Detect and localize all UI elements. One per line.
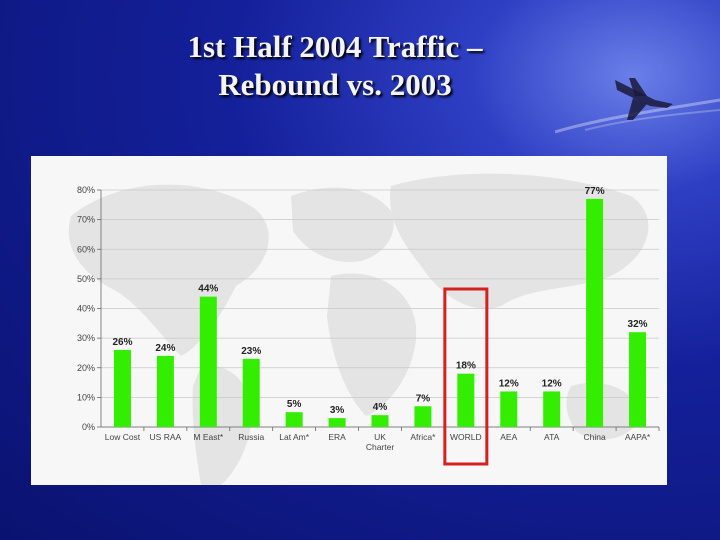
world-highlight-box — [443, 287, 489, 466]
x-tick-label: Lat Am* — [279, 432, 309, 442]
x-tick-label: China — [584, 432, 606, 442]
data-label: 7% — [416, 393, 431, 404]
y-tick-label: 20% — [77, 363, 95, 373]
x-tick-label: US RAA — [150, 432, 182, 442]
bar — [457, 373, 475, 427]
bar — [242, 358, 260, 427]
data-labels: 26% 24% 44% 23% 5% 3% 4% 7% 18% 12% 12% 77% 32% — [112, 186, 647, 416]
highlight-rectangle — [443, 287, 489, 466]
y-tick-label: 30% — [77, 333, 95, 343]
airplane-icon — [555, 78, 720, 134]
y-tick-label: 70% — [77, 215, 95, 225]
slide-title-line-1: 1st Half 2004 Traffic – — [187, 29, 483, 64]
x-tick-label: ERA — [328, 432, 346, 442]
bar — [629, 332, 647, 427]
slide-title: 1st Half 2004 Traffic – Rebound vs. 2003 — [0, 28, 670, 104]
x-tick-label: AAPA* — [625, 432, 651, 442]
data-label: 5% — [287, 399, 302, 410]
x-tick-label: WORLD — [450, 432, 482, 442]
x-tick-label: UK — [374, 432, 386, 442]
bar — [285, 412, 303, 427]
bar — [328, 418, 346, 427]
bar-chart: 0% 10% 20% 30% 40% 50% 60% 70% 80% 26% 24% 44% 23% 5… — [68, 173, 660, 485]
bar — [586, 198, 604, 427]
data-label: 26% — [112, 337, 132, 348]
bar-series — [113, 198, 647, 427]
x-tick-label: AEA — [500, 432, 517, 442]
data-label: 23% — [241, 346, 261, 357]
x-tick-label: Russia — [238, 432, 264, 442]
y-tick-label: 60% — [77, 244, 95, 254]
data-label: 12% — [499, 378, 519, 389]
data-label: 44% — [198, 284, 218, 295]
data-label: 12% — [542, 378, 562, 389]
slide-title-line-2: Rebound vs. 2003 — [218, 67, 452, 102]
data-label: 77% — [585, 186, 605, 197]
data-label: 4% — [373, 402, 388, 413]
bar — [156, 355, 174, 427]
y-tick-label: 50% — [77, 274, 95, 284]
world-map-background — [68, 173, 649, 485]
y-tick-label: 40% — [77, 304, 95, 314]
x-tick-label: M East* — [193, 432, 223, 442]
data-label: 24% — [155, 343, 175, 354]
x-tick-label: Low Cost — [105, 432, 141, 442]
bar — [199, 296, 217, 427]
x-tick-label: ATA — [544, 432, 560, 442]
y-tick-label: 10% — [77, 392, 95, 402]
bar — [414, 406, 432, 427]
y-tick-label: 80% — [77, 185, 95, 195]
bar — [113, 349, 131, 427]
data-label: 3% — [330, 405, 345, 416]
x-tick-label: Charter — [366, 442, 395, 452]
bar — [371, 415, 389, 427]
y-tick-label: 0% — [82, 422, 95, 432]
chart-panel: 0% 10% 20% 30% 40% 50% 60% 70% 80% 26% 24% 44% 23% 5… — [31, 156, 667, 485]
data-label: 32% — [628, 319, 648, 330]
data-label: 18% — [456, 361, 476, 372]
x-tick-label: Africa* — [410, 432, 436, 442]
bar — [543, 391, 561, 427]
x-axis-categories: Low Cost US RAA M East* Russia Lat Am* ERA UKC… — [105, 427, 660, 452]
bar — [500, 391, 518, 427]
